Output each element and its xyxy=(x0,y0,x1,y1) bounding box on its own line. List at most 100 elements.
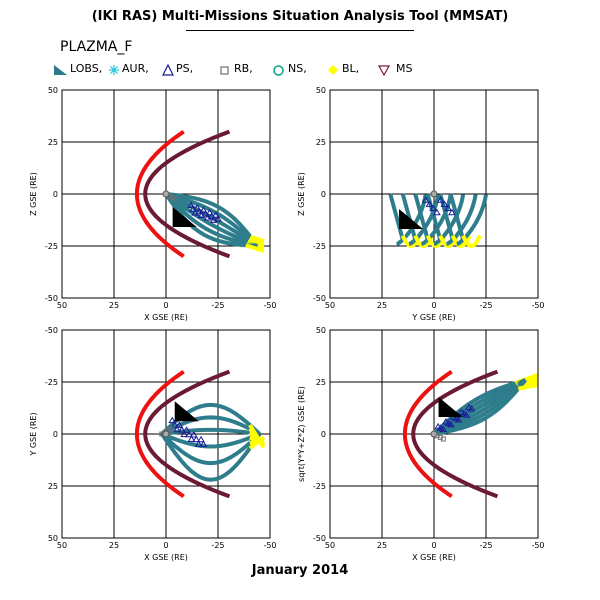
x-axis-title: X GSE (RE) xyxy=(412,553,456,562)
x-tick-label: -25 xyxy=(211,301,224,310)
bow-shock-curve xyxy=(402,369,453,499)
earth-marker xyxy=(430,190,438,198)
x-tick-label: 0 xyxy=(163,541,168,550)
y-tick-label: 50 xyxy=(48,86,58,95)
x-tick-label: -50 xyxy=(263,301,276,310)
x-tick-label: 0 xyxy=(431,301,436,310)
aur-asterisk-icon xyxy=(109,65,119,75)
x-tick-label: 0 xyxy=(431,541,436,550)
panel-3: 50 25 0 -25 -50 -50 -25 0 25 50 X GSE (RE) Y GSE (R… xyxy=(29,326,277,562)
plasma-sheet-marker xyxy=(205,208,214,216)
legend-label-ms: MS xyxy=(396,62,413,75)
orbit-loop-leg xyxy=(438,193,455,241)
boundary-layer-track xyxy=(450,234,472,248)
y-tick-label: 25 xyxy=(316,138,326,147)
plasma-sheet-marker xyxy=(182,426,191,433)
panel-4: 50 25 0 -25 -50 -50 -25 0 25 50 X GSE (RE) sqrt(Y*Y… xyxy=(297,326,545,562)
x-tick-label: 0 xyxy=(163,301,168,310)
radiation-belt-marker xyxy=(172,196,178,202)
y-tick-label: 50 xyxy=(316,326,326,335)
bl-diamond-icon xyxy=(328,65,338,75)
y-tick-label: 0 xyxy=(321,430,326,439)
plasma-sheet-marker xyxy=(421,196,430,203)
plasma-sheet-marker xyxy=(444,204,453,212)
orbit-arc xyxy=(164,192,259,248)
plasma-sheet-marker xyxy=(187,435,196,442)
plasma-sheet-marker xyxy=(440,200,449,207)
rb-square-icon xyxy=(220,66,229,75)
plasma-sheet-marker xyxy=(425,200,434,207)
y-tick-label: -25 xyxy=(45,242,58,251)
x-tick-label: 25 xyxy=(109,541,119,550)
plasma-sheet-marker xyxy=(168,416,177,424)
orbit-arc xyxy=(161,432,261,449)
plasma-sheet-marker xyxy=(192,435,201,443)
x-axis-title: X GSE (RE) xyxy=(144,553,188,562)
plasma-sheet-marker xyxy=(212,211,220,218)
y-tick-label: 25 xyxy=(316,378,326,387)
ns-circle-icon xyxy=(273,65,284,76)
orbit-arc xyxy=(160,432,262,482)
y-tick-label: -50 xyxy=(313,294,326,303)
spacecraft-marker xyxy=(174,401,199,422)
x-tick-label: 25 xyxy=(109,301,119,310)
spacecraft-marker xyxy=(172,206,197,227)
x-tick-label: 50 xyxy=(325,541,335,550)
y-tick-label: -25 xyxy=(313,242,326,251)
y-tick-label: -25 xyxy=(313,482,326,491)
y-tick-label: 25 xyxy=(48,138,58,147)
x-tick-label: 25 xyxy=(377,541,387,550)
plot-area xyxy=(330,330,538,538)
earth-marker xyxy=(162,190,170,198)
plasma-sheet-marker xyxy=(462,411,471,418)
y-axis-title: Y GSE (RE) xyxy=(29,412,38,456)
y-tick-label: -50 xyxy=(45,294,58,303)
x-tick-label: 25 xyxy=(377,301,387,310)
y-tick-label: 50 xyxy=(48,534,58,543)
plasma-sheet-marker xyxy=(436,196,445,203)
orbit-arc xyxy=(164,192,258,248)
bow-shock-curve xyxy=(134,129,185,259)
y-axis-title: sqrt(Y*Y+Z*Z) GSE (RE) xyxy=(297,386,306,482)
plasma-sheet-marker xyxy=(214,214,222,222)
earth-marker xyxy=(162,430,170,438)
plasma-sheet-marker xyxy=(170,421,179,428)
plasma-sheet-marker xyxy=(199,440,208,447)
plasma-sheet-marker xyxy=(193,203,202,211)
panel-2: 50 25 0 -25 -50 -50 -25 0 25 50 Y GSE (RE) Z GSE (R… xyxy=(297,86,545,322)
plot-area xyxy=(62,90,270,298)
orbit-loop-leg xyxy=(413,193,430,241)
plasma-sheet-marker xyxy=(439,425,448,433)
magnetopause-curve xyxy=(143,129,231,259)
x-tick-label: -50 xyxy=(531,541,544,550)
legend-label-lobs: LOBS, xyxy=(70,62,103,75)
x-tick-label: -25 xyxy=(479,301,492,310)
x-tick-label: -25 xyxy=(479,541,492,550)
plasma-sheet-marker xyxy=(447,420,455,428)
y-tick-label: 0 xyxy=(53,190,58,199)
plasma-sheet-marker xyxy=(199,206,208,213)
legend: LOBS, AUR, PS, RB, NS, BL, MS xyxy=(52,60,452,80)
y-tick-label: -25 xyxy=(45,378,58,387)
plot-area xyxy=(62,330,270,538)
x-axis-title: Y GSE (RE) xyxy=(411,313,455,322)
orbit-arc xyxy=(160,432,261,466)
legend-label-bl: BL, xyxy=(342,62,360,75)
plasma-sheet-marker xyxy=(189,431,198,438)
app-title: (IKI RAS) Multi-Missions Situation Analy… xyxy=(91,9,509,24)
lobs-triangle-icon xyxy=(54,65,67,75)
plasma-sheet-marker xyxy=(197,435,205,443)
plot-frame xyxy=(61,329,271,539)
period-label: January 2014 xyxy=(251,563,349,578)
plasma-sheet-marker xyxy=(194,440,203,447)
plasma-sheet-marker xyxy=(185,430,193,438)
y-tick-label: -50 xyxy=(45,326,58,335)
earth-marker xyxy=(430,430,438,438)
y-axis-title: Z GSE (RE) xyxy=(29,172,38,216)
y-tick-label: -50 xyxy=(313,534,326,543)
y-axis-title: Z GSE (RE) xyxy=(297,172,306,216)
x-tick-label: -25 xyxy=(211,541,224,550)
boundary-layer-track xyxy=(461,234,482,248)
plot-frame xyxy=(329,89,539,299)
y-tick-label: 0 xyxy=(53,430,58,439)
